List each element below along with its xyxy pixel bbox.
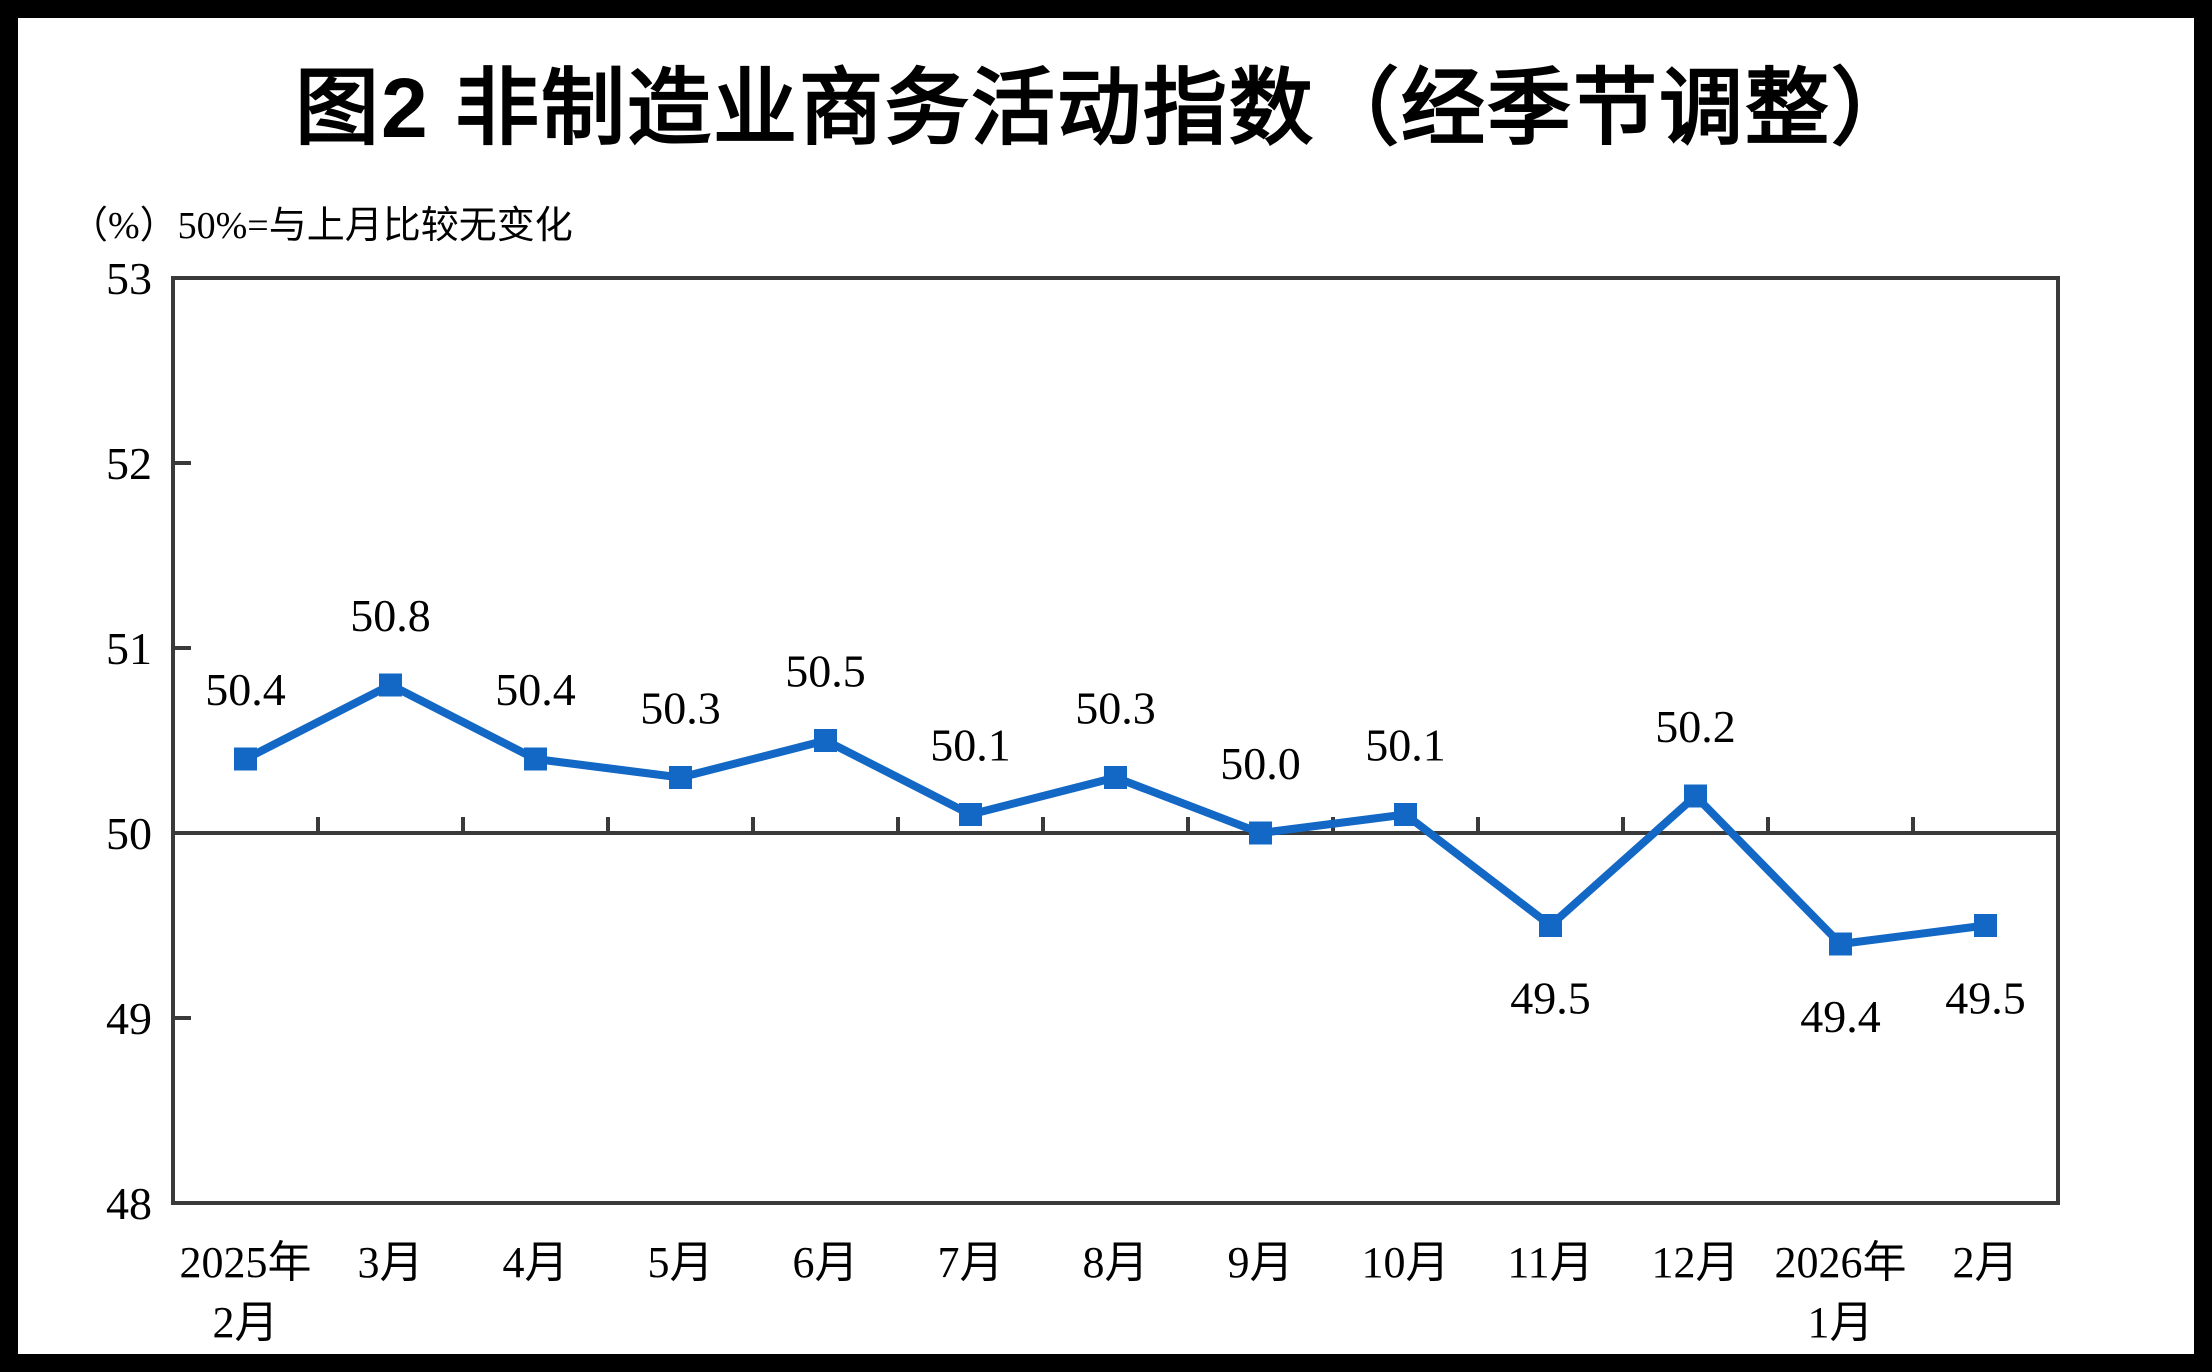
data-point-label: 50.5 [785, 646, 866, 697]
x-axis-label: 1月 [1808, 1298, 1874, 1347]
x-axis-label: 10月 [1362, 1238, 1450, 1287]
data-point-marker [1684, 784, 1707, 808]
data-point-label: 50.4 [495, 664, 576, 715]
x-axis-label: 7月 [938, 1238, 1004, 1287]
x-axis-label: 2025年 [180, 1238, 312, 1287]
data-point-label: 50.3 [640, 683, 721, 734]
data-point-marker [234, 747, 257, 771]
x-axis-label: 9月 [1228, 1238, 1294, 1287]
y-axis-label: 48 [106, 1178, 152, 1229]
data-point-marker [814, 729, 837, 752]
chart-title: 图2 非制造业商务活动指数（经季节调整） [294, 61, 1918, 155]
data-point-marker [1104, 766, 1127, 789]
data-point-marker [1394, 803, 1417, 826]
x-axis-label: 2026年 [1775, 1238, 1907, 1287]
y-axis-label: 53 [106, 253, 152, 304]
data-point-label: 50.2 [1655, 701, 1736, 752]
data-point-label: 50.3 [1075, 683, 1156, 734]
data-point-marker [959, 803, 982, 826]
x-axis-label: 12月 [1652, 1238, 1740, 1287]
data-point-label: 50.1 [930, 720, 1011, 771]
data-point-marker [1539, 914, 1562, 937]
y-axis-label: 51 [106, 623, 152, 674]
data-point-label: 49.4 [1800, 991, 1881, 1042]
axis-unit-note: （%）50%=与上月比较无变化 [70, 205, 573, 247]
x-axis-label: 8月 [1083, 1238, 1149, 1287]
x-axis-label: 11月 [1507, 1238, 1593, 1287]
data-point-label: 49.5 [1510, 973, 1591, 1024]
x-axis-label: 4月 [503, 1238, 569, 1287]
y-axis-label: 52 [106, 438, 152, 489]
data-point-label: 50.1 [1365, 720, 1446, 771]
data-point-label: 50.4 [205, 664, 286, 715]
y-axis-label: 50 [106, 808, 152, 859]
data-point-marker [1829, 932, 1852, 956]
x-axis-label: 2月 [1953, 1238, 2019, 1287]
data-point-label: 50.0 [1220, 738, 1301, 789]
data-point-marker [1974, 914, 1997, 937]
x-axis-label: 5月 [648, 1238, 714, 1287]
data-point-marker [524, 747, 547, 771]
x-axis-label: 6月 [793, 1238, 859, 1287]
plot-border [171, 276, 2060, 1205]
data-point-label: 49.5 [1945, 973, 2026, 1024]
y-axis-label: 49 [106, 993, 152, 1044]
x-axis-label: 2月 [213, 1298, 279, 1347]
data-point-marker [1249, 821, 1272, 845]
data-point-label: 50.8 [350, 590, 431, 641]
data-point-marker [669, 766, 692, 789]
data-point-marker [379, 673, 402, 697]
x-axis-label: 3月 [358, 1238, 424, 1287]
